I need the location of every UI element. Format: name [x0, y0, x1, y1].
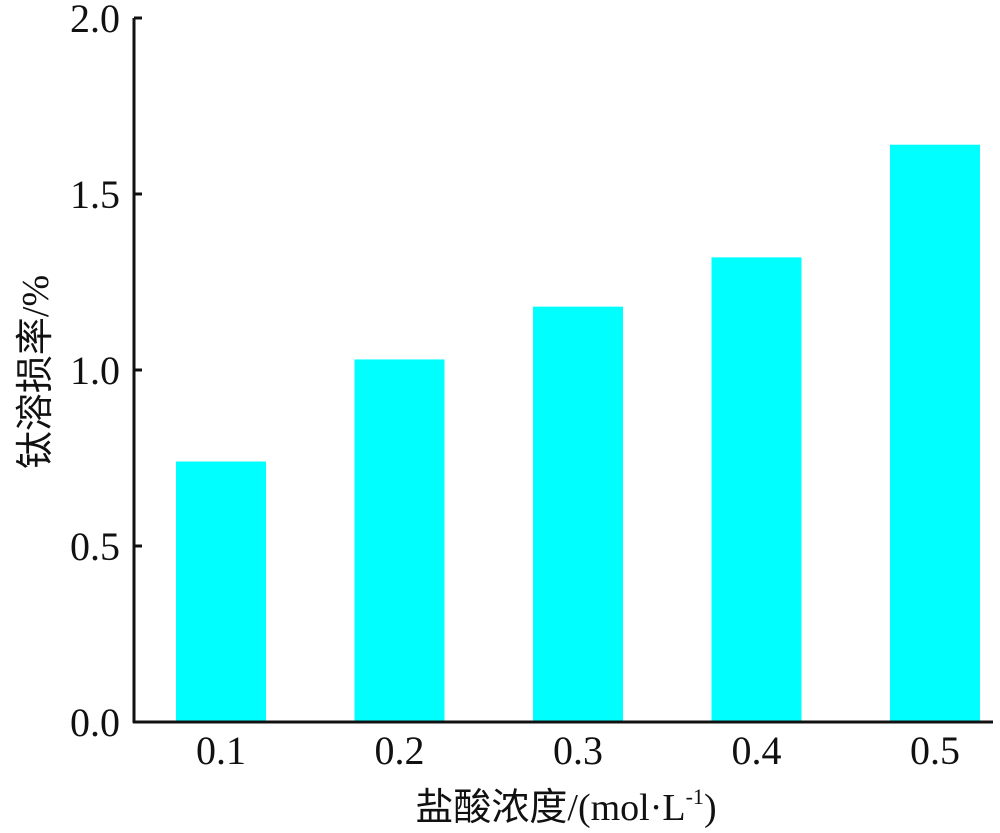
x-axis-title-main: 盐酸浓度/(mol·L [415, 787, 685, 829]
bar-0.5 [890, 144, 980, 723]
y-ticks-group: 0.0 0.5 1.0 1.5 2.0 [70, 0, 142, 745]
x-ticks-group: 0.1 0.2 0.3 0.4 0.5 [196, 728, 960, 773]
x-axis-title-suffix: ) [704, 787, 717, 829]
x-axis-title: 盐酸浓度/(mol·L-1) [415, 784, 716, 829]
y-tick-label: 0.0 [70, 700, 120, 745]
bar-0.3 [533, 306, 623, 722]
x-tick-label: 0.4 [732, 728, 782, 773]
x-tick-label: 0.1 [196, 728, 246, 773]
x-tick-label: 0.3 [553, 728, 603, 773]
y-tick-label: 0.5 [70, 524, 120, 569]
bar-0.2 [354, 359, 445, 722]
y-tick-label: 1.0 [70, 348, 120, 393]
x-tick-label: 0.5 [910, 728, 960, 773]
bars-group [176, 144, 980, 723]
y-tick-label: 2.0 [70, 0, 120, 41]
y-tick-label: 1.5 [70, 172, 120, 217]
x-axis-title-superscript: -1 [686, 784, 704, 809]
bar-0.1 [176, 461, 266, 722]
y-axis-title: 钛溶损率/% [15, 275, 57, 469]
bar-0.4 [711, 257, 802, 722]
x-tick-label: 0.2 [375, 728, 425, 773]
